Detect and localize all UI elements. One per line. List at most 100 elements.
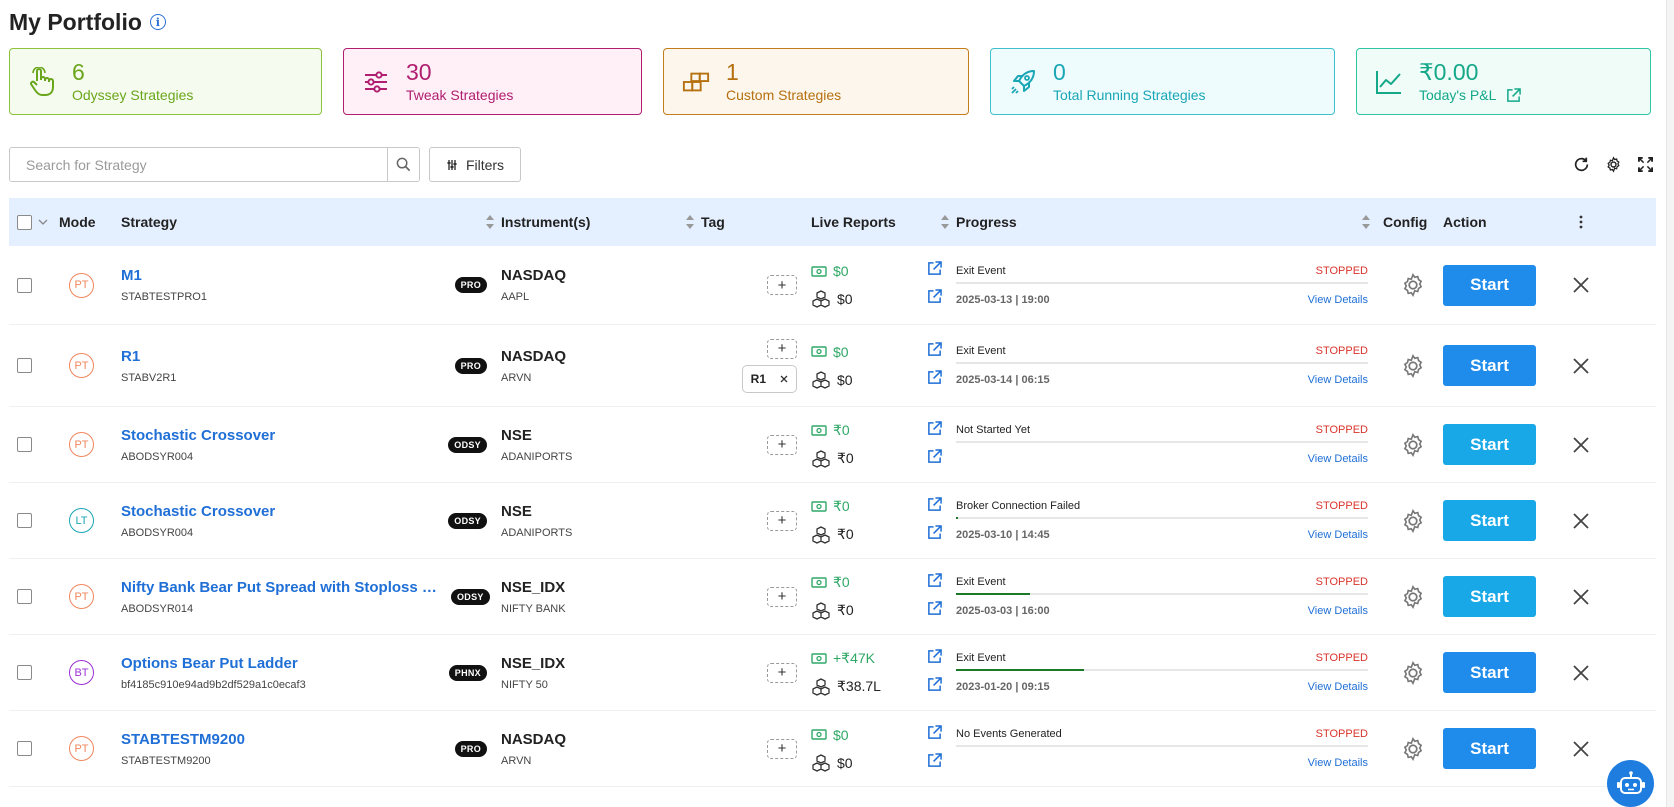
external-link-icon[interactable] xyxy=(927,524,942,545)
fullscreen-icon[interactable] xyxy=(1635,155,1655,175)
chatbot-button[interactable] xyxy=(1607,760,1654,807)
row-select xyxy=(9,407,59,482)
gear-icon[interactable] xyxy=(1400,660,1426,686)
add-tag-button[interactable]: + xyxy=(767,510,797,531)
row-checkbox[interactable] xyxy=(17,358,32,373)
row-checkbox[interactable] xyxy=(17,513,32,528)
header-progress[interactable]: Progress xyxy=(956,198,1383,246)
header-strategy[interactable]: Strategy xyxy=(121,198,501,246)
add-tag-button[interactable]: + xyxy=(767,434,797,455)
close-icon[interactable] xyxy=(1572,357,1590,375)
strategy-name-link[interactable]: M1 xyxy=(121,267,142,284)
strategy-name-link[interactable]: Stochastic Crossover xyxy=(121,502,276,520)
refresh-icon[interactable] xyxy=(1571,155,1591,175)
view-details-link[interactable]: View Details xyxy=(1307,605,1368,617)
header-instruments[interactable]: Instrument(s) xyxy=(501,198,701,246)
external-link-icon[interactable] xyxy=(927,496,942,517)
table-row: BT Options Bear Put Ladder bf4185c910e94… xyxy=(9,635,1656,711)
start-button[interactable]: Start xyxy=(1443,576,1536,617)
start-button[interactable]: Start xyxy=(1443,264,1536,306)
gear-icon[interactable] xyxy=(1400,272,1426,298)
view-details-link[interactable]: View Details xyxy=(1307,681,1368,693)
chevron-down-icon[interactable] xyxy=(37,216,49,228)
row-strategy: R1 STABV2R1 PRO xyxy=(121,325,501,406)
search-button[interactable] xyxy=(387,148,419,181)
page-scrollbar[interactable] xyxy=(1666,0,1674,807)
status-badge: STOPPED xyxy=(1315,652,1368,664)
external-link-icon[interactable] xyxy=(927,289,942,309)
external-link-icon[interactable] xyxy=(927,448,942,469)
external-link-icon[interactable] xyxy=(927,369,942,390)
strategy-name-link[interactable]: Stochastic Crossover xyxy=(121,426,276,444)
gear-icon[interactable] xyxy=(1400,353,1426,379)
summary-card[interactable]: 30 Tweak Strategies xyxy=(343,48,642,115)
external-link-icon[interactable] xyxy=(927,724,942,745)
search-input[interactable] xyxy=(10,148,387,181)
add-tag-button[interactable]: + xyxy=(767,662,797,683)
start-button[interactable]: Start xyxy=(1443,728,1536,769)
row-checkbox[interactable] xyxy=(17,741,32,756)
summary-card[interactable]: ₹0.00 Today's P&L xyxy=(1356,48,1651,115)
info-icon[interactable]: i xyxy=(149,14,166,30)
external-link-icon[interactable] xyxy=(927,676,942,697)
row-strategy: Nifty Bank Bear Put Spread with Stoploss… xyxy=(121,559,501,634)
row-checkbox[interactable] xyxy=(17,437,32,452)
view-details-link[interactable]: View Details xyxy=(1307,757,1368,769)
row-checkbox[interactable] xyxy=(17,589,32,604)
row-action: Start xyxy=(1443,711,1556,786)
table-row: PT STABTESTM9200 STABTESTM9200 PRO NASDA… xyxy=(9,711,1656,787)
cash-icon xyxy=(811,501,827,512)
strategy-name-link[interactable]: R1 xyxy=(121,347,141,365)
strategy-name-link[interactable]: Options Bear Put Ladder xyxy=(121,654,298,672)
view-details-link[interactable]: View Details xyxy=(1307,374,1368,386)
add-tag-button[interactable]: + xyxy=(767,738,797,759)
row-config xyxy=(1383,483,1443,558)
summary-card[interactable]: 0 Total Running Strategies xyxy=(990,48,1335,115)
external-link-icon[interactable] xyxy=(1506,87,1522,103)
external-link-icon[interactable] xyxy=(927,261,942,281)
row-action: Start xyxy=(1443,407,1556,482)
gear-icon[interactable] xyxy=(1400,508,1426,534)
header-live-reports[interactable]: Live Reports xyxy=(811,198,956,246)
select-all-checkbox[interactable] xyxy=(17,214,32,230)
strategy-name-link[interactable]: Nifty Bank Bear Put Spread with Stoploss… xyxy=(121,578,443,596)
view-details-link[interactable]: View Details xyxy=(1307,293,1368,306)
summary-card[interactable]: 6 Odyssey Strategies xyxy=(9,48,322,115)
gear-icon[interactable] xyxy=(1400,432,1426,458)
external-link-icon[interactable] xyxy=(927,341,942,362)
close-icon[interactable] xyxy=(1572,740,1590,758)
external-link-icon[interactable] xyxy=(927,752,942,773)
header-more[interactable] xyxy=(1556,198,1606,246)
row-remove xyxy=(1556,246,1606,324)
external-link-icon[interactable] xyxy=(927,600,942,621)
external-link-icon[interactable] xyxy=(927,420,942,441)
start-button[interactable]: Start xyxy=(1443,500,1536,541)
strategy-name-link[interactable]: STABTESTM9200 xyxy=(121,730,245,748)
close-icon[interactable] xyxy=(1572,664,1590,682)
external-link-icon[interactable] xyxy=(927,648,942,669)
add-tag-button[interactable]: + xyxy=(767,338,797,359)
external-link-icon[interactable] xyxy=(927,572,942,593)
row-checkbox[interactable] xyxy=(17,665,32,680)
close-icon[interactable] xyxy=(1572,512,1590,530)
status-badge: STOPPED xyxy=(1315,576,1368,588)
header-action: Action xyxy=(1443,214,1487,230)
view-details-link[interactable]: View Details xyxy=(1307,453,1368,465)
filters-button[interactable]: Filters xyxy=(429,147,521,182)
close-icon[interactable] xyxy=(780,375,788,383)
summary-card[interactable]: 1 Custom Strategies xyxy=(663,48,969,115)
settings-icon[interactable] xyxy=(1603,155,1623,175)
close-icon[interactable] xyxy=(1572,436,1590,454)
view-details-link[interactable]: View Details xyxy=(1307,529,1368,541)
start-button[interactable]: Start xyxy=(1443,652,1536,693)
add-tag-button[interactable]: + xyxy=(767,275,797,295)
start-button[interactable]: Start xyxy=(1443,424,1536,465)
add-tag-button[interactable]: + xyxy=(767,586,797,607)
row-tags: + xyxy=(701,246,811,324)
gear-icon[interactable] xyxy=(1400,736,1426,762)
gear-icon[interactable] xyxy=(1400,584,1426,610)
start-button[interactable]: Start xyxy=(1443,345,1536,386)
close-icon[interactable] xyxy=(1572,276,1590,294)
close-icon[interactable] xyxy=(1572,588,1590,606)
row-checkbox[interactable] xyxy=(17,277,32,293)
